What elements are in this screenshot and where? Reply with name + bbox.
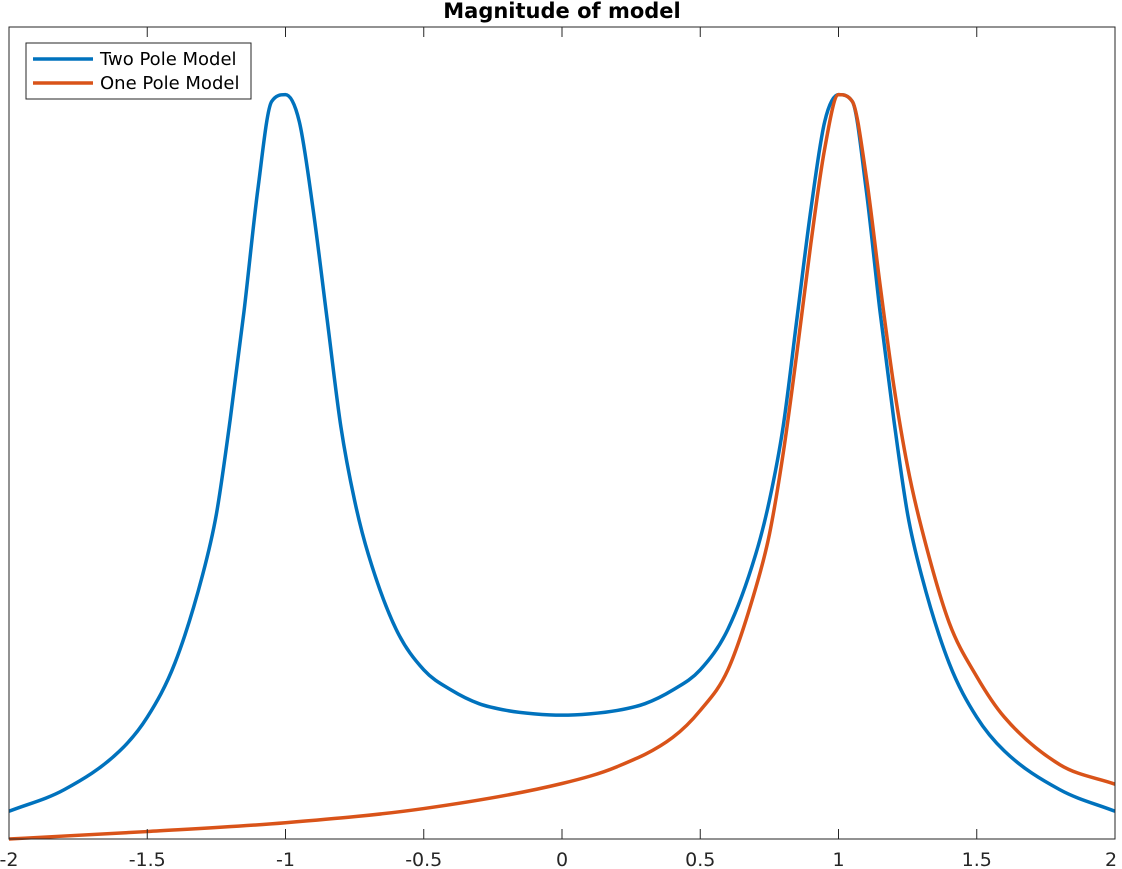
x-tick-label: 1 [832, 849, 844, 869]
x-tick-label: -1 [276, 849, 295, 869]
x-tick-label: 0 [556, 849, 568, 869]
series-layer [8, 92, 1116, 841]
x-tick-label: -2 [0, 849, 18, 869]
legend-label-one-pole: One Pole Model [100, 73, 239, 94]
x-axis-ticks: -2 -1.5 -1 -0.5 0 0.5 1 1.5 2 [0, 27, 1117, 869]
chart-title: Magnitude of model [443, 0, 680, 23]
legend-box [25, 42, 252, 100]
legend-label-two-pole: Two Pole Model [99, 49, 237, 70]
legend: Two Pole Model One Pole Model [25, 42, 252, 100]
x-tick-label: 1.5 [962, 849, 992, 869]
x-tick-label: 0.5 [685, 849, 715, 869]
x-tick-label: 2 [1105, 849, 1117, 869]
x-tick-label: -1.5 [129, 849, 166, 869]
x-tick-label: -0.5 [405, 849, 442, 869]
series-line-two-pole-model [8, 92, 1116, 813]
series-line-one-pole-model [8, 92, 1116, 841]
plot-area [9, 27, 1115, 839]
